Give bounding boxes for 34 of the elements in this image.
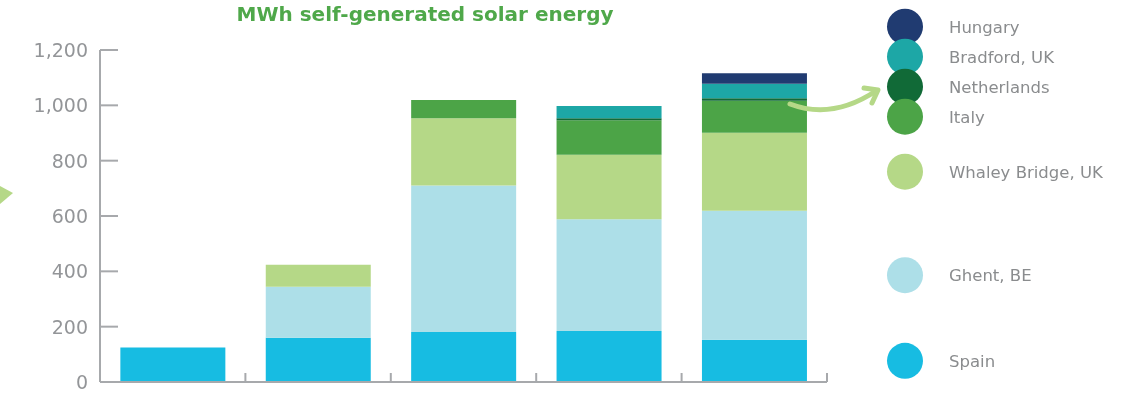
bar [411, 118, 517, 186]
legend-label: Whaley Bridge, UK [949, 162, 1104, 182]
y-tick-label: 600 [51, 205, 88, 227]
bar [411, 100, 517, 119]
bar [411, 185, 517, 332]
bar [556, 219, 662, 332]
bar [265, 264, 371, 287]
bar [701, 73, 807, 84]
bar [265, 286, 371, 338]
y-tick-label: 800 [51, 149, 88, 172]
bar [701, 100, 807, 133]
bar [556, 105, 662, 119]
chart-title: MWh self-generated solar energy [235, 2, 615, 26]
bar [265, 337, 371, 382]
y-tick-label: 1,200 [33, 39, 88, 61]
bar [701, 339, 807, 382]
bar [411, 331, 517, 382]
bar [556, 331, 662, 382]
legend-label: Hungary [949, 17, 1020, 37]
bar [701, 98, 807, 101]
y-tick-label: 0 [75, 371, 88, 393]
legend-label: Italy [949, 107, 986, 127]
y-tick-label: 200 [51, 315, 88, 338]
bar [556, 154, 662, 220]
legend-label: Ghent, BE [949, 265, 1032, 285]
bar [701, 132, 807, 211]
bar [556, 120, 662, 155]
legend-label: Spain [949, 351, 996, 371]
legend-label: Netherlands [949, 77, 1050, 97]
bar [120, 347, 226, 382]
y-tick-label: 1,000 [33, 94, 88, 117]
y-tick-label: 400 [51, 260, 88, 283]
bar [701, 210, 807, 340]
legend-label: Bradford, UK [949, 47, 1056, 67]
